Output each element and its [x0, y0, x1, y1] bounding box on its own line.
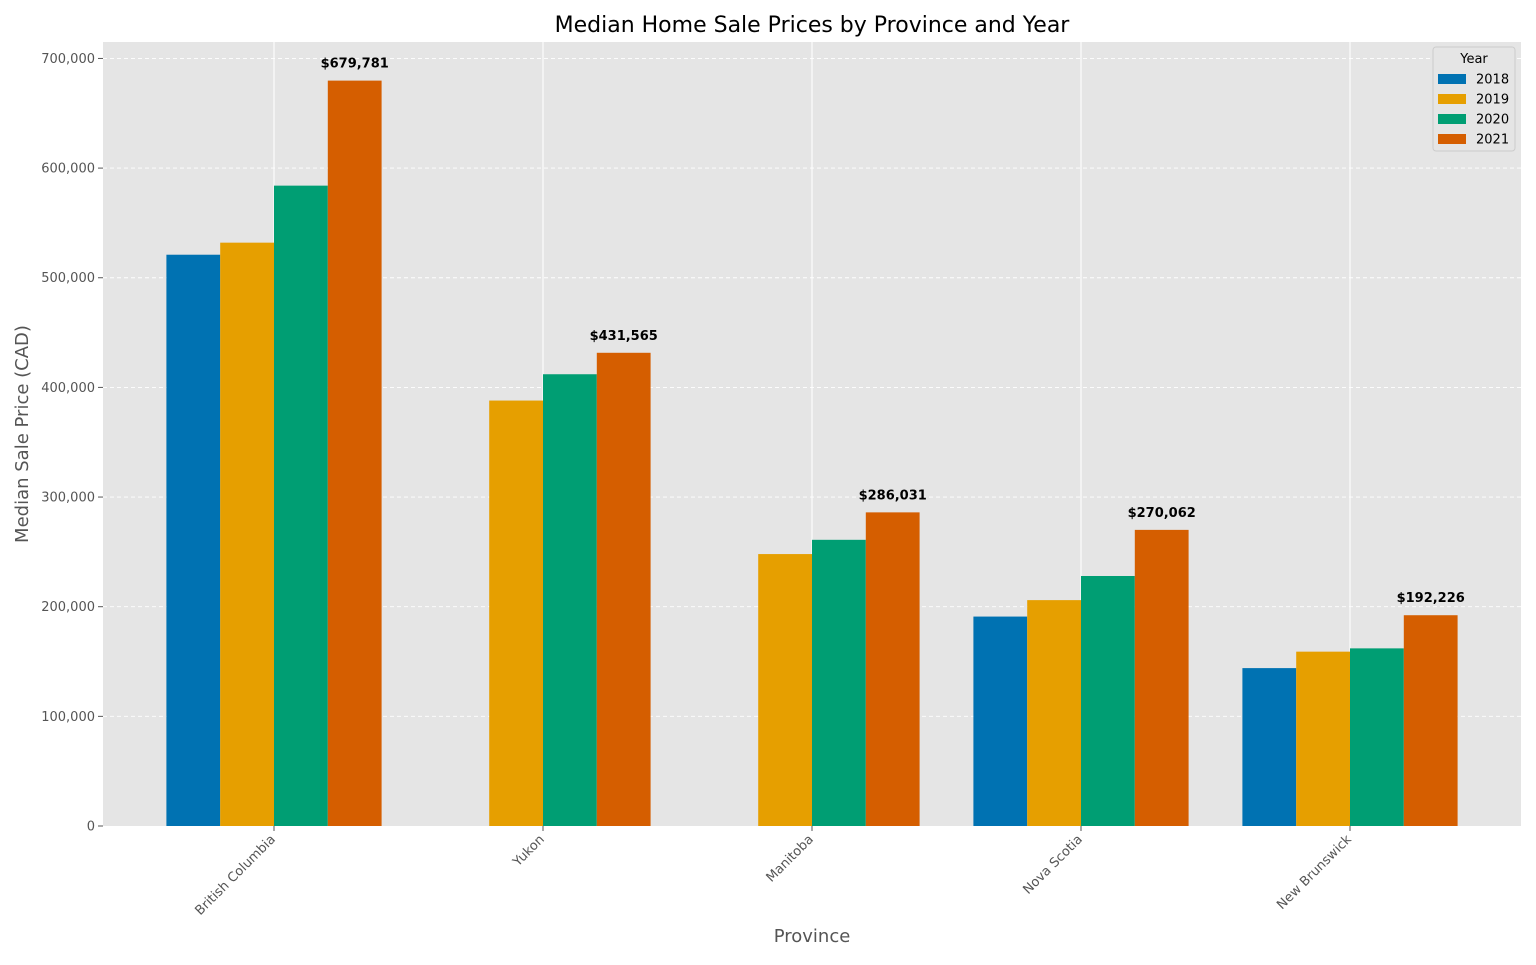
- legend-title: Year: [1459, 52, 1488, 67]
- legend: Year 2018 2019 2020 2021: [1432, 46, 1516, 152]
- legend-label-2021: 2021: [1476, 133, 1509, 148]
- y-axis-ticks: 0 100,000 200,000 300,000 400,000 500,000 600,…: [41, 52, 103, 835]
- bar-value-label: $679,781: [321, 57, 389, 72]
- legend-swatch-2021: [1438, 134, 1466, 144]
- bar-british-columbia-2020: [274, 185, 328, 826]
- y-tick-label: 100,000: [41, 710, 95, 725]
- bar-new-brunswick-2019: [1296, 651, 1350, 826]
- y-tick-label: 300,000: [41, 491, 95, 506]
- bar-manitoba-2020: [812, 539, 866, 826]
- y-axis-label: Median Sale Price (CAD): [12, 325, 33, 543]
- bar-value-label: $431,565: [590, 329, 658, 344]
- bar-nova-scotia-2020: [1081, 575, 1135, 826]
- bar-layer: [166, 80, 1458, 827]
- bar-british-columbia-2021: [327, 80, 382, 827]
- y-tick-label: 400,000: [41, 381, 95, 396]
- legend-swatch-2019: [1438, 94, 1466, 104]
- chart-title: Median Home Sale Prices by Province and …: [555, 13, 1071, 38]
- annotation-layer: $679,781 $431,565 $286,031 $270,062 $192,226: [321, 57, 1465, 607]
- bar-british-columbia-2018: [166, 254, 221, 826]
- x-axis-ticks: British Columbia Yukon Manitoba Nova Scotia…: [192, 826, 1355, 919]
- x-axis-label: Province: [774, 926, 851, 947]
- bar-nova-scotia-2019: [1027, 600, 1081, 826]
- bar-new-brunswick-2018: [1242, 668, 1297, 826]
- bar-nova-scotia-2018: [973, 616, 1028, 826]
- bar-value-label: $270,062: [1128, 506, 1196, 521]
- y-tick-label: 500,000: [41, 271, 95, 286]
- legend-swatch-2018: [1438, 74, 1466, 84]
- bar-value-label: $192,226: [1397, 591, 1465, 606]
- bar-yukon-2020: [543, 374, 597, 826]
- legend-label-2020: 2020: [1476, 113, 1509, 128]
- legend-box: [1432, 46, 1516, 152]
- legend-swatch-2020: [1438, 114, 1466, 124]
- bar-new-brunswick-2020: [1350, 648, 1404, 826]
- legend-label-2019: 2019: [1476, 93, 1509, 108]
- legend-label-2018: 2018: [1476, 73, 1509, 88]
- bar-new-brunswick-2021: [1403, 615, 1458, 826]
- x-tick-label: British Columbia: [192, 832, 278, 918]
- x-tick-label: New Brunswick: [1274, 832, 1355, 913]
- x-tick-label: Manitoba: [764, 832, 817, 885]
- x-tick-label: Nova Scotia: [1020, 832, 1085, 897]
- y-tick-label: 0: [87, 820, 95, 835]
- y-tick-label: 200,000: [41, 600, 95, 615]
- bar-manitoba-2019: [758, 554, 812, 826]
- y-tick-label: 700,000: [41, 52, 95, 67]
- bar-british-columbia-2019: [220, 242, 274, 826]
- bar-value-label: $286,031: [859, 488, 927, 503]
- bar-yukon-2021: [596, 352, 651, 826]
- bar-yukon-2019: [489, 400, 543, 826]
- bar-nova-scotia-2021: [1134, 529, 1189, 826]
- y-tick-label: 600,000: [41, 162, 95, 177]
- x-tick-label: Yukon: [510, 832, 548, 870]
- bar-manitoba-2021: [865, 512, 920, 826]
